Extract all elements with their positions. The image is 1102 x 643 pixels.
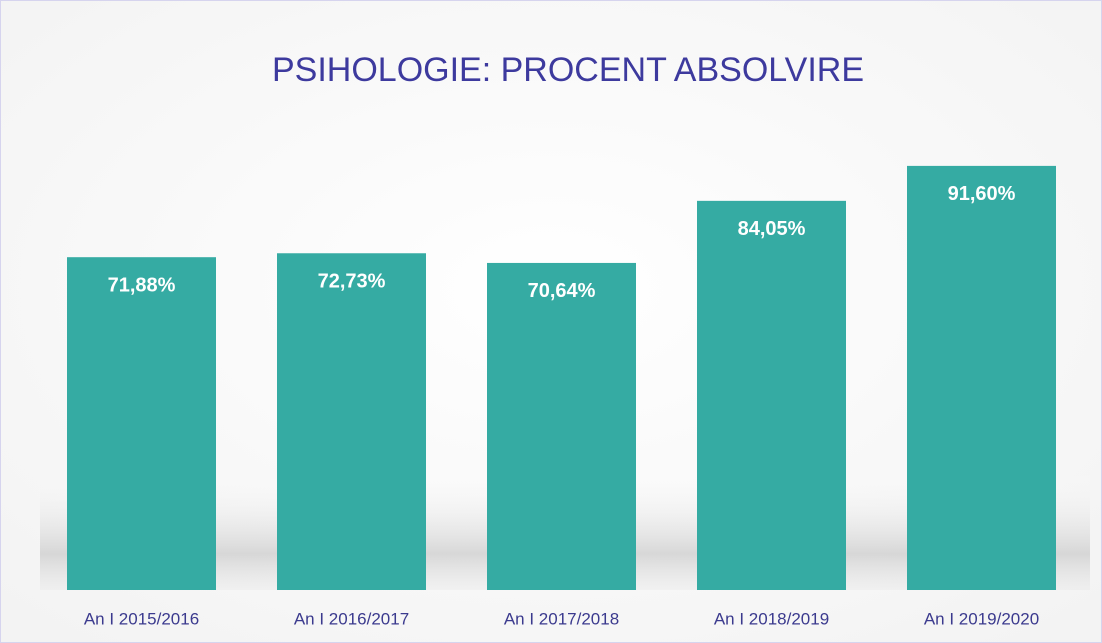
x-tick-label: An I 2016/2017 (294, 609, 409, 628)
bar (697, 200, 846, 590)
bar (277, 253, 426, 590)
bar (487, 262, 636, 590)
bar (907, 165, 1056, 590)
x-tick-label: An I 2019/2020 (924, 609, 1039, 628)
value-label: 71,88% (108, 274, 176, 296)
value-label: 84,05% (738, 218, 806, 240)
chart-title: PSIHOLOGIE: PROCENT ABSOLVIRE (272, 51, 864, 89)
x-tick-label: An I 2018/2019 (714, 609, 829, 628)
x-tick-label: An I 2017/2018 (504, 609, 619, 628)
value-label: 72,73% (318, 271, 386, 293)
value-label: 91,60% (948, 183, 1016, 205)
plot-area: 71,88% An I 2015/2016 72,73% An I 2016/2017… (67, 165, 1056, 628)
value-label: 70,64% (528, 280, 596, 302)
bar (67, 257, 216, 590)
x-tick-label: An I 2015/2016 (84, 609, 199, 628)
